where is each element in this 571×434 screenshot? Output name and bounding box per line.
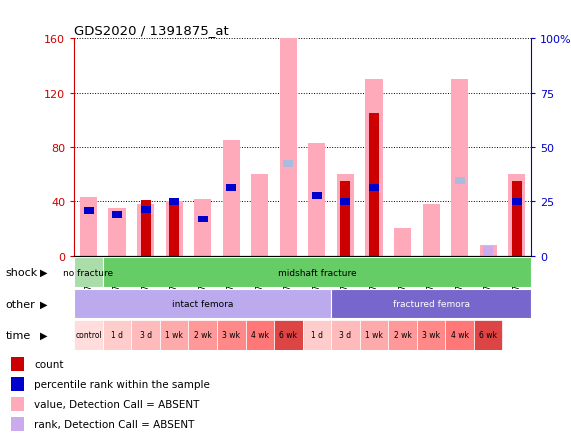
Bar [11,377,24,391]
Bar [160,320,188,350]
Text: 4 wk: 4 wk [451,331,469,339]
Bar [308,144,325,256]
Text: no fracture: no fracture [63,268,114,277]
Bar [508,174,525,256]
Bar [451,80,468,256]
Text: 2 wk: 2 wk [393,331,412,339]
Text: 3 wk: 3 wk [422,331,440,339]
Bar [80,198,97,256]
Bar [83,208,94,215]
Bar [131,320,160,350]
Bar [512,198,522,205]
Bar [455,178,465,185]
Text: 4 wk: 4 wk [251,331,269,339]
Bar [417,320,445,350]
Bar [223,141,240,256]
Bar [303,320,331,350]
Bar [340,198,351,205]
Bar [369,185,379,192]
Bar [74,320,103,350]
Text: GDS2020 / 1391875_at: GDS2020 / 1391875_at [74,23,229,36]
Text: midshaft fracture: midshaft fracture [278,268,356,277]
Bar [331,320,360,350]
Bar [360,320,388,350]
Bar [217,320,246,350]
Bar [340,181,351,256]
Bar [194,199,211,256]
Text: 1 d: 1 d [111,331,123,339]
Bar [108,209,126,256]
Bar [369,114,379,256]
Text: 1 d: 1 d [311,331,323,339]
Bar [11,417,24,431]
Bar [188,320,217,350]
Bar [226,185,236,192]
Bar [166,202,183,256]
Bar [11,357,24,372]
Bar [103,320,131,350]
Text: 1 wk: 1 wk [365,331,383,339]
Bar [365,80,383,256]
Bar [112,212,122,219]
Bar [74,289,331,319]
Text: shock: shock [6,268,38,277]
Bar [140,201,151,256]
Text: percentile rank within the sample: percentile rank within the sample [34,379,210,389]
Text: ▶: ▶ [40,299,47,309]
Bar [198,216,208,223]
Bar [283,161,293,167]
Text: value, Detection Call = ABSENT: value, Detection Call = ABSENT [34,399,199,409]
Bar [445,320,474,350]
Bar [11,397,24,411]
Text: 3 wk: 3 wk [222,331,240,339]
Bar [423,204,440,256]
Text: control: control [75,331,102,339]
Text: 1 wk: 1 wk [165,331,183,339]
Bar [512,181,522,256]
Text: intact femora: intact femora [172,299,234,308]
Text: 6 wk: 6 wk [479,331,497,339]
Bar [246,320,274,350]
Text: 3 d: 3 d [339,331,352,339]
Bar [337,174,354,256]
Bar [274,320,303,350]
Text: other: other [6,299,35,309]
Bar [394,229,411,256]
Bar [280,39,297,256]
Bar [74,258,103,287]
Bar [388,320,417,350]
Text: ▶: ▶ [40,268,47,277]
Text: count: count [34,359,63,369]
Text: 3 d: 3 d [139,331,152,339]
Text: time: time [6,330,31,340]
Text: 6 wk: 6 wk [279,331,297,339]
Text: ▶: ▶ [40,330,47,340]
Bar [474,320,502,350]
Bar [480,245,497,256]
Text: 2 wk: 2 wk [194,331,212,339]
Bar [140,207,151,214]
Bar [483,247,493,256]
Bar [169,198,179,205]
Bar [137,204,154,256]
Text: fractured femora: fractured femora [393,299,469,308]
Bar [169,202,179,256]
Bar [312,193,322,200]
Bar [251,174,268,256]
Text: rank, Detection Call = ABSENT: rank, Detection Call = ABSENT [34,419,194,429]
Bar [331,289,531,319]
